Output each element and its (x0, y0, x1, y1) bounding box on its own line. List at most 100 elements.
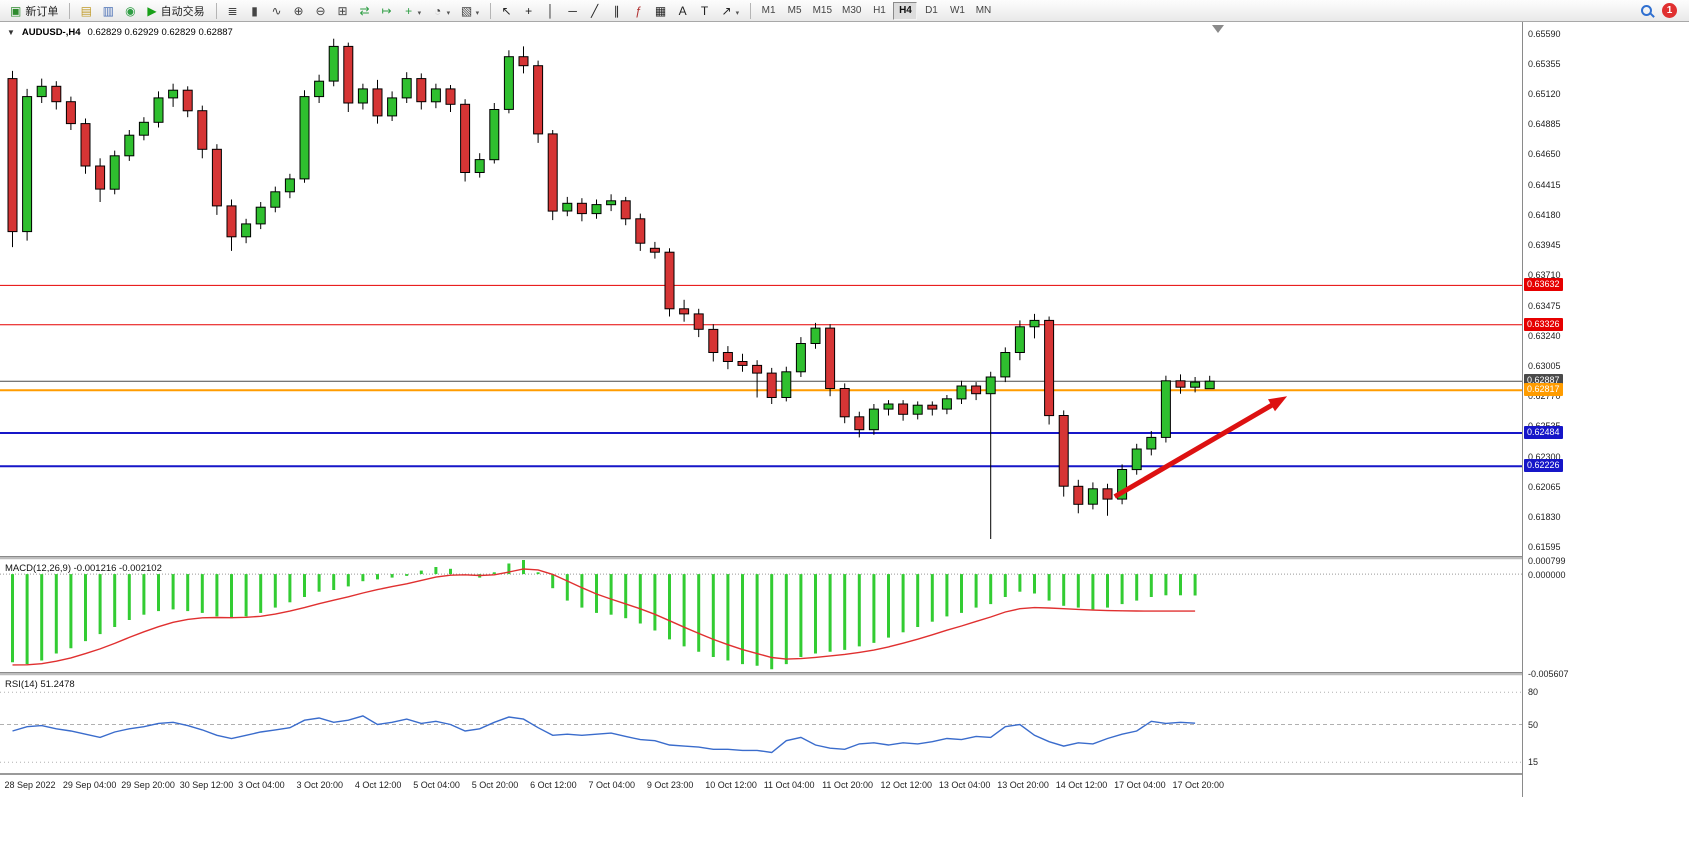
arrows-tool-icon[interactable]: ↗ (721, 3, 732, 18)
trend-arrow-line[interactable] (1113, 399, 1280, 499)
time-axis-label: 6 Oct 12:00 (530, 780, 577, 790)
candle (182, 89, 193, 112)
candle (241, 223, 252, 238)
periods-icon[interactable]: ◔ (433, 3, 442, 18)
trendline-icon[interactable]: ╱ (590, 3, 599, 18)
tile-windows-icon[interactable]: ⊞ (337, 3, 348, 18)
macd-header: MACD(12,26,9) -0.001216 -0.002102 (5, 563, 162, 574)
candle (138, 121, 149, 136)
templates-dropdown-icon[interactable]: ▾ (475, 9, 480, 17)
chart-tools-group: ≣ ▮ ∿ ⊕ ⊖ ⊞ ⇄ ↦ + ▾ ◔ ▾ ▧ ▾ (222, 2, 485, 20)
periods-dropdown-icon[interactable]: ▾ (446, 9, 451, 17)
one-click-trading-toggle[interactable]: ▼ (7, 28, 15, 37)
crosshair-icon[interactable]: + (525, 3, 533, 18)
time-axis-label: 14 Oct 12:00 (1055, 780, 1108, 790)
candle (679, 308, 690, 315)
zoom-in-icon[interactable]: ⊕ (293, 3, 304, 18)
indicators-dropdown-icon[interactable]: ▾ (417, 9, 422, 17)
horizontal-line-icon[interactable]: ─ (568, 3, 577, 18)
price-tick-label: 0.62300 (1528, 451, 1561, 462)
candle (985, 376, 996, 395)
candle (810, 327, 821, 345)
rsi-tick-label: 50 (1528, 719, 1539, 730)
bar-chart-icon[interactable]: ≣ (227, 3, 238, 18)
candle (387, 97, 398, 117)
time-axis-label: 7 Oct 04:00 (588, 780, 636, 790)
auto-scroll-icon[interactable]: ⇄ (359, 3, 370, 18)
timeframe-mn-button[interactable]: MN (971, 2, 995, 20)
candle (401, 78, 412, 99)
autotrade-button[interactable]: ▶ 自动交易 (141, 1, 210, 21)
window-icons-group: ▤ ▥ ◉ (75, 2, 141, 20)
market-watch-icon[interactable]: ▤ (80, 3, 93, 18)
price-tick-label: 0.65120 (1528, 89, 1561, 100)
timeframe-h4-button[interactable]: H4 (893, 1, 918, 20)
candle (795, 343, 806, 373)
time-axis: 28 Sep 2022 29 Sep 04:00 29 Sep 20:00 30 Se… (0, 773, 1522, 797)
timeframe-m5-button[interactable]: M5 (783, 2, 807, 20)
trend-arrow-head[interactable] (1268, 396, 1288, 412)
new-order-button[interactable]: ▣ 新订单 (4, 1, 64, 21)
macd-tick-label: 0.000799 (1528, 556, 1566, 566)
candle (576, 202, 587, 215)
macd-histogram (11, 560, 1197, 670)
timeframe-m15-button[interactable]: M15 (809, 2, 836, 20)
data-window-icon[interactable]: ▥ (102, 3, 115, 18)
candle (357, 88, 368, 104)
candle (328, 45, 339, 82)
candle (1175, 380, 1186, 388)
candle (445, 88, 456, 105)
time-axis-label: 10 Oct 12:00 (705, 780, 757, 790)
candle (124, 134, 135, 157)
pivot-line-price-tag: 0.62817 (1524, 383, 1563, 397)
timeframe-w1-button[interactable]: W1 (945, 2, 969, 20)
rsi-chart[interactable] (0, 676, 1522, 773)
chart-shift-marker[interactable] (1212, 25, 1224, 33)
price-chart[interactable] (0, 22, 1522, 557)
search-icon[interactable] (1641, 5, 1652, 16)
timeframe-d1-button[interactable]: D1 (919, 2, 943, 20)
candles-group (7, 38, 1215, 539)
cursor-icon[interactable]: ↖ (501, 3, 512, 18)
indicators-icon[interactable]: + (405, 3, 413, 18)
chart-symbol-title: AUDUSD-,H4 (21, 27, 81, 38)
time-axis-label: 30 Sep 12:00 (179, 780, 234, 790)
fibonacci-icon[interactable]: ƒ (635, 3, 642, 18)
candle (1131, 448, 1142, 471)
price-tick-label: 0.64650 (1528, 149, 1561, 160)
toolbar-separator (489, 2, 491, 19)
notification-badge[interactable]: 1 (1662, 3, 1677, 18)
price-scale[interactable]: 0.65590 0.65355 0.65120 0.64885 0.64650 0.644… (1522, 22, 1689, 797)
timeframe-m1-button[interactable]: M1 (757, 2, 781, 20)
chart-shift-icon[interactable]: ↦ (381, 3, 392, 18)
candle (956, 385, 967, 400)
arrows-tool-dropdown-icon[interactable]: ▾ (735, 9, 740, 17)
price-tick-label: 0.65590 (1528, 28, 1561, 39)
vertical-line-icon[interactable]: │ (546, 3, 555, 18)
zoom-out-icon[interactable]: ⊖ (315, 3, 326, 18)
candle (1058, 415, 1069, 487)
strategy-navigator-icon[interactable]: ◉ (125, 3, 136, 18)
candle (503, 56, 514, 110)
candlestick-chart-icon[interactable]: ▮ (251, 3, 258, 18)
line-chart-icon[interactable]: ∿ (271, 3, 282, 18)
text-icon[interactable]: A (678, 3, 687, 18)
new-order-label: 新订单 (25, 5, 59, 18)
time-axis-label: 17 Oct 04:00 (1114, 780, 1166, 790)
templates-icon[interactable]: ▧ (460, 3, 473, 18)
candle (971, 385, 982, 395)
candle (737, 361, 748, 366)
candle (664, 251, 675, 310)
panel-divider[interactable] (0, 672, 1689, 676)
candle (620, 200, 631, 220)
time-axis-label: 11 Oct 20:00 (822, 780, 873, 790)
timeframe-m30-button[interactable]: M30 (838, 2, 865, 20)
candle (591, 204, 602, 215)
equidistant-channel-icon[interactable]: ∥ (613, 3, 620, 18)
panel-divider[interactable] (0, 556, 1689, 560)
text-label-icon[interactable]: T (700, 3, 709, 18)
timeframe-h1-button[interactable]: H1 (867, 2, 891, 20)
shapes-icon[interactable]: ▦ (654, 3, 667, 18)
candle (708, 328, 719, 353)
macd-chart[interactable] (0, 560, 1522, 673)
